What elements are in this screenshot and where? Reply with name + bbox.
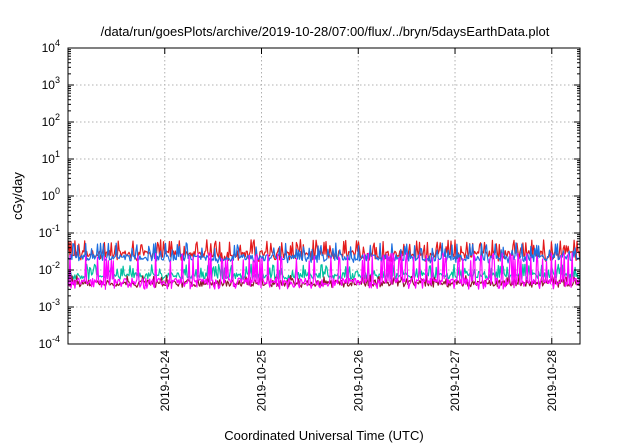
series-lines (67, 239, 581, 290)
y-tick-label: 10-1 (39, 223, 60, 240)
x-axis-label: Coordinated Universal Time (UTC) (224, 428, 423, 443)
y-tick-exponent: 4 (55, 38, 60, 48)
y-tick-label: 10-2 (39, 260, 60, 277)
y-tick-exponent: 1 (55, 149, 60, 159)
y-tick-exponent: -3 (52, 297, 60, 307)
series-line (67, 274, 581, 288)
y-tick-base: 10 (42, 189, 56, 203)
y-tick-exponent: 0 (55, 186, 60, 196)
y-tick-base: 10 (39, 300, 53, 314)
y-axis-label: cGy/day (10, 172, 25, 220)
y-tick-exponent: -2 (52, 260, 60, 270)
x-tick-label: 2019-10-26 (351, 350, 365, 412)
y-tick-base: 10 (42, 115, 56, 129)
y-tick-label: 10-3 (39, 297, 60, 314)
x-tick-label: 2019-10-27 (448, 350, 462, 412)
y-tick-label: 102 (42, 112, 60, 129)
y-tick-base: 10 (42, 152, 56, 166)
y-tick-base: 10 (39, 263, 53, 277)
y-tick-label: 101 (42, 149, 60, 166)
y-tick-exponent: 3 (55, 75, 60, 85)
y-tick-label: 10-4 (39, 334, 60, 351)
y-tick-label: 104 (42, 38, 60, 55)
y-tick-exponent: 2 (55, 112, 60, 122)
series-line (67, 252, 581, 290)
y-tick-base: 10 (42, 78, 56, 92)
y-tick-base: 10 (39, 337, 53, 351)
x-tick-label: 2019-10-24 (158, 350, 172, 412)
y-tick-label: 103 (42, 75, 60, 92)
y-tick-exponent: -4 (52, 334, 60, 344)
y-tick-base: 10 (42, 41, 56, 55)
chart-title: /data/run/goesPlots/archive/2019-10-28/0… (101, 24, 550, 39)
x-axis: 2019-10-24 2019-10-25 2019-10-26 2019-10-27… (158, 48, 559, 411)
y-tick-label: 100 (42, 186, 60, 203)
grid-lines (68, 48, 580, 344)
x-tick-label: 2019-10-25 (255, 350, 269, 412)
x-tick-label: 2019-10-28 (545, 350, 559, 412)
y-tick-exponent: -1 (52, 223, 60, 233)
y-tick-base: 10 (39, 226, 53, 240)
series-line (67, 242, 581, 264)
